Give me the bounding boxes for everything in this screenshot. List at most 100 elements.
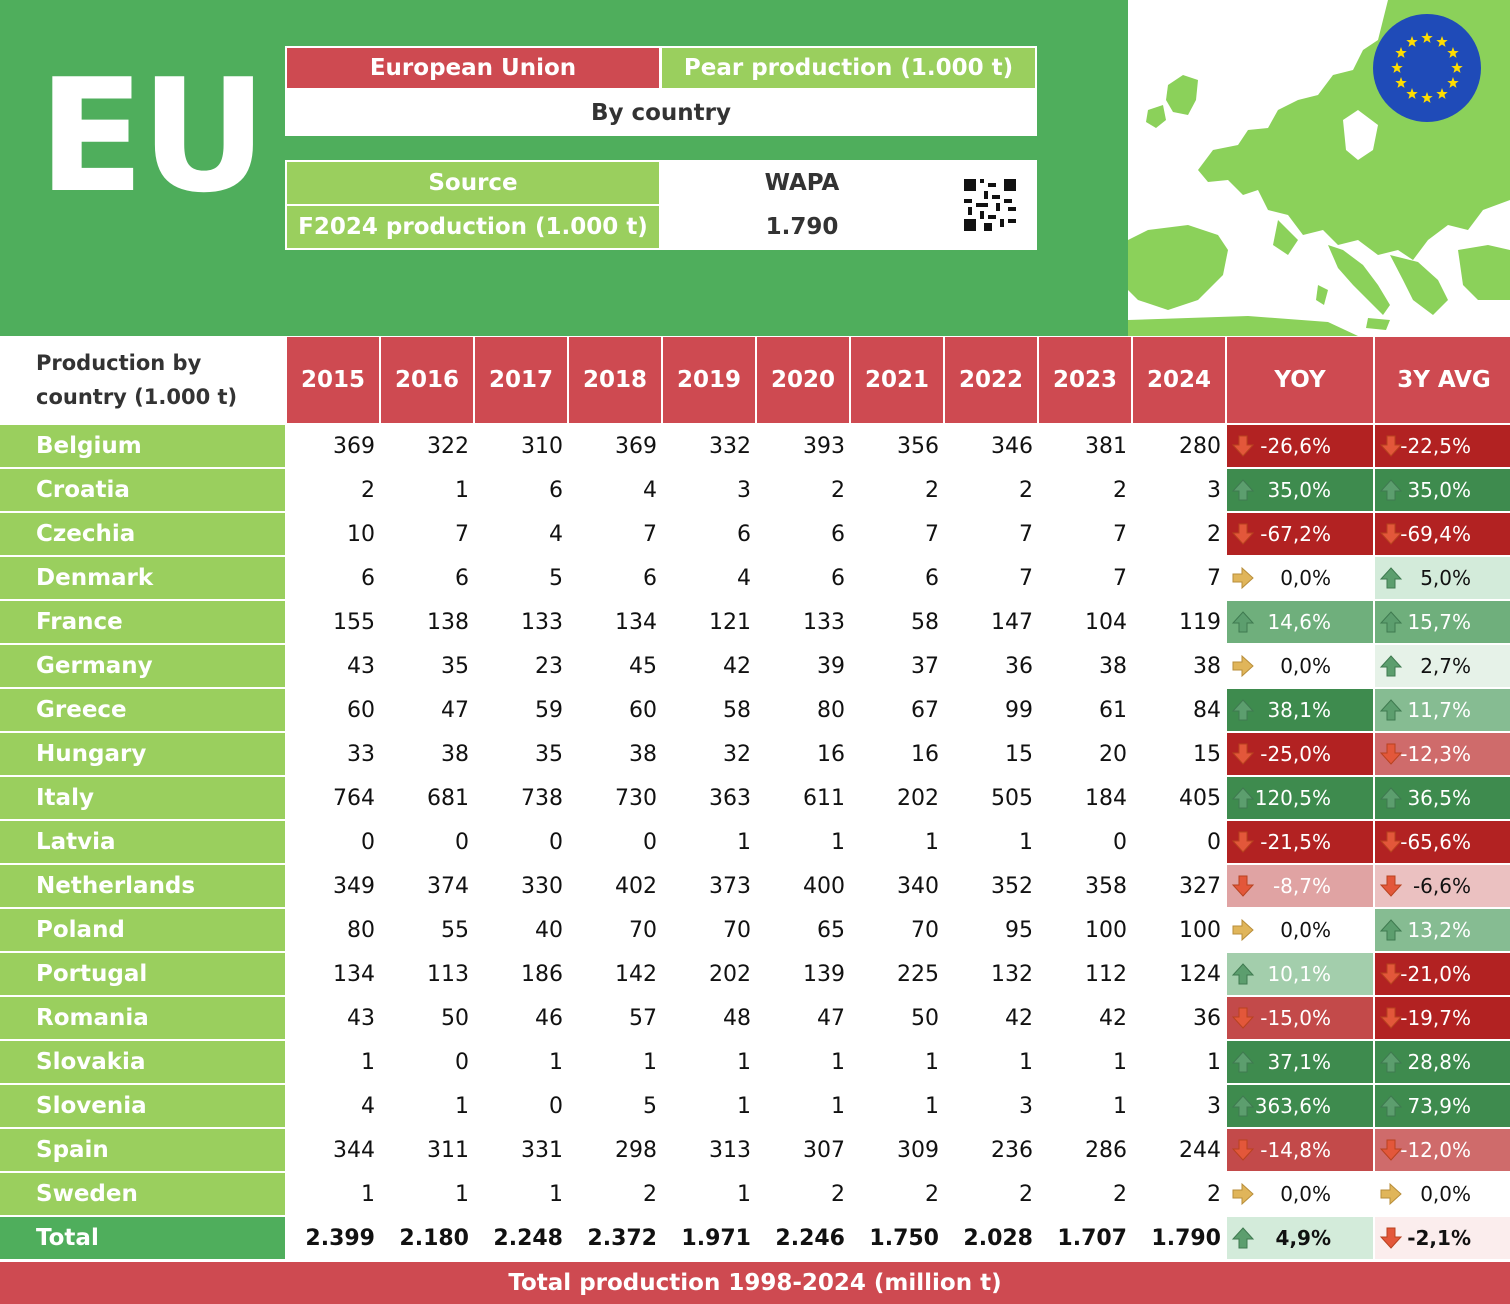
- table-row: Belgium 369 322 310 369 332 393 356 346 381 280 -26…: [0, 425, 1510, 467]
- table-row: Sweden 1 1 1 2 1 2 2 2 2 2 0,0% 0,0%: [0, 1173, 1510, 1215]
- value-cell: 322: [381, 425, 473, 467]
- value-cell: 6: [287, 557, 379, 599]
- value-cell: 119: [1133, 601, 1225, 643]
- table-row: Spain 344 311 331 298 313 307 309 236 286 244 -14,8…: [0, 1129, 1510, 1171]
- value-cell: 0: [569, 821, 661, 863]
- value-cell: 2.399: [287, 1217, 379, 1259]
- eu-star-icon: [1421, 92, 1433, 103]
- yoy-cell: 363,6%: [1227, 1085, 1373, 1127]
- value-cell: 2.246: [757, 1217, 849, 1259]
- value-cell: 36: [1133, 997, 1225, 1039]
- yoy-cell-value: 0,0%: [1280, 566, 1331, 590]
- value-cell: 244: [1133, 1129, 1225, 1171]
- value-cell: 6: [381, 557, 473, 599]
- arrow-down-icon: [1231, 1138, 1255, 1162]
- value-cell: 2: [757, 469, 849, 511]
- avg-cell: -65,6%: [1375, 821, 1510, 863]
- value-cell: 37: [851, 645, 943, 687]
- table-row: Greece 60 47 59 60 58 80 67 99 61 84 38,1% 11,7%: [0, 689, 1510, 731]
- year-header: 2016: [381, 337, 473, 423]
- value-cell: 1: [757, 1085, 849, 1127]
- value-cell: 363: [663, 777, 755, 819]
- info-panel-title: European Union Pear production (1.000 t)…: [285, 46, 1037, 136]
- value-cell: 1: [851, 1041, 943, 1083]
- value-cell: 311: [381, 1129, 473, 1171]
- yoy-cell-value: -26,6%: [1260, 434, 1331, 458]
- value-cell: 47: [757, 997, 849, 1039]
- arrow-right-icon: [1231, 654, 1255, 678]
- country-name: Belgium: [0, 425, 285, 467]
- yoy-cell-value: 0,0%: [1280, 918, 1331, 942]
- avg-cell-value: 13,2%: [1407, 918, 1471, 942]
- value-cell: 369: [287, 425, 379, 467]
- table-row: Germany 43 35 23 45 42 39 37 36 38 38 0,0% 2,7%: [0, 645, 1510, 687]
- table-row: Hungary 33 38 35 38 32 16 16 15 20 15 -25,0% -12,3%: [0, 733, 1510, 775]
- value-cell: 349: [287, 865, 379, 907]
- table-row: Latvia 0 0 0 0 1 1 1 1 0 0 -21,5% -65,6%: [0, 821, 1510, 863]
- yoy-cell-value: 37,1%: [1267, 1050, 1331, 1074]
- value-cell: 0: [475, 821, 567, 863]
- value-cell: 1: [851, 821, 943, 863]
- avg-cell-value: -12,3%: [1400, 742, 1471, 766]
- value-cell: 121: [663, 601, 755, 643]
- qr-code-icon[interactable]: [945, 162, 1035, 248]
- country-name: Hungary: [0, 733, 285, 775]
- yoy-cell-value: -21,5%: [1260, 830, 1331, 854]
- yoy-cell: -14,8%: [1227, 1129, 1373, 1171]
- value-cell: 2: [757, 1173, 849, 1215]
- yoy-cell: -26,6%: [1227, 425, 1373, 467]
- arrow-up-icon: [1231, 478, 1255, 502]
- value-cell: 43: [287, 645, 379, 687]
- eu-star-icon: [1451, 62, 1463, 73]
- country-name: Czechia: [0, 513, 285, 555]
- value-cell: 45: [569, 645, 661, 687]
- eu-flag-icon: [1373, 14, 1481, 122]
- value-cell: 6: [569, 557, 661, 599]
- arrow-down-icon: [1231, 434, 1255, 458]
- value-cell: 344: [287, 1129, 379, 1171]
- value-cell: 1: [663, 1041, 755, 1083]
- value-cell: 32: [663, 733, 755, 775]
- eu-star-icon: [1395, 47, 1407, 58]
- value-cell: 309: [851, 1129, 943, 1171]
- value-cell: 184: [1039, 777, 1131, 819]
- value-cell: 5: [569, 1085, 661, 1127]
- arrow-down-icon: [1231, 830, 1255, 854]
- value-cell: 186: [475, 953, 567, 995]
- value-cell: 352: [945, 865, 1037, 907]
- value-cell: 58: [663, 689, 755, 731]
- value-cell: 60: [287, 689, 379, 731]
- value-cell: 0: [287, 821, 379, 863]
- value-cell: 80: [287, 909, 379, 951]
- arrow-up-icon: [1379, 786, 1403, 810]
- value-cell: 1: [381, 469, 473, 511]
- avg-cell: -21,0%: [1375, 953, 1510, 995]
- value-cell: 358: [1039, 865, 1131, 907]
- value-cell: 307: [757, 1129, 849, 1171]
- avg-cell: 36,5%: [1375, 777, 1510, 819]
- avg-cell: 15,7%: [1375, 601, 1510, 643]
- value-cell: 3: [945, 1085, 1037, 1127]
- value-cell: 6: [851, 557, 943, 599]
- value-cell: 346: [945, 425, 1037, 467]
- value-cell: 1: [945, 1041, 1037, 1083]
- avg-cell-value: -69,4%: [1400, 522, 1471, 546]
- value-cell: 2: [1133, 1173, 1225, 1215]
- value-cell: 2: [945, 469, 1037, 511]
- avg-cell: 0,0%: [1375, 1173, 1510, 1215]
- value-cell: 313: [663, 1129, 755, 1171]
- value-cell: 1.971: [663, 1217, 755, 1259]
- value-cell: 1.750: [851, 1217, 943, 1259]
- value-cell: 39: [757, 645, 849, 687]
- region-label: European Union: [287, 48, 659, 88]
- eu-star-icon: [1447, 77, 1459, 88]
- value-cell: 4: [663, 557, 755, 599]
- value-cell: 80: [757, 689, 849, 731]
- avg-cell-value: 5,0%: [1420, 566, 1471, 590]
- value-cell: 0: [1133, 821, 1225, 863]
- value-cell: 7: [1133, 557, 1225, 599]
- value-cell: 6: [757, 513, 849, 555]
- avg-cell: -6,6%: [1375, 865, 1510, 907]
- table-row: Czechia 10 7 4 7 6 6 7 7 7 2 -67,2% -69,4%: [0, 513, 1510, 555]
- value-cell: 65: [757, 909, 849, 951]
